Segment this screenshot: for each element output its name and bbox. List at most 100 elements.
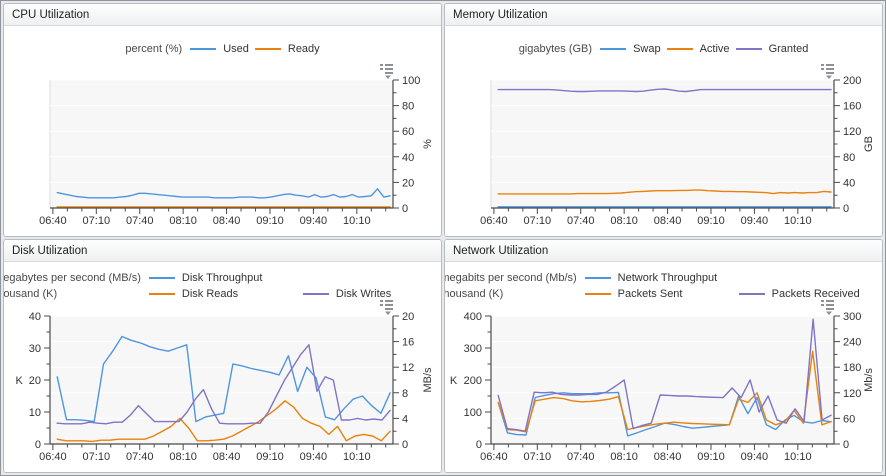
- svg-text:100: 100: [402, 75, 420, 87]
- svg-text:20: 20: [402, 177, 414, 189]
- svg-text:07:40: 07:40: [126, 451, 154, 463]
- series-line-disk-reads: [56, 400, 391, 443]
- svg-text:0: 0: [402, 439, 408, 451]
- svg-text:8: 8: [402, 388, 408, 400]
- left-axis-title: K: [15, 375, 23, 387]
- svg-text:100: 100: [464, 407, 482, 419]
- panel-header: CPU Utilization: [4, 4, 441, 26]
- right-axis: 0 40 80 120 160 200 GB: [833, 75, 875, 215]
- svg-text:07:40: 07:40: [567, 451, 595, 463]
- svg-text:08:10: 08:10: [610, 215, 638, 227]
- panel-header: Memory Utilization: [445, 4, 882, 26]
- svg-text:07:10: 07:10: [524, 215, 552, 227]
- panel-header: Disk Utilization: [4, 240, 441, 262]
- right-axis-title: GB: [863, 136, 875, 152]
- right-axis: 0 4 8 12 16 20 MB/s: [392, 311, 434, 451]
- svg-text:80: 80: [843, 152, 855, 164]
- svg-text:200: 200: [843, 75, 861, 87]
- svg-text:10:10: 10:10: [784, 215, 812, 227]
- svg-text:10:10: 10:10: [343, 451, 371, 463]
- panel-title: Memory Utilization: [453, 8, 548, 21]
- right-axis: 0 60 120 180 240 300 Mb/s: [833, 311, 875, 451]
- svg-text:40: 40: [402, 152, 414, 164]
- svg-text:0: 0: [843, 203, 849, 215]
- right-axis: 0 20 40 60 80 100%: [392, 75, 434, 215]
- svg-text:09:40: 09:40: [741, 451, 769, 463]
- svg-text:400: 400: [464, 311, 482, 323]
- svg-text:10:10: 10:10: [784, 451, 812, 463]
- svg-text:80: 80: [402, 101, 414, 113]
- network-chart-area: 06:40 07:10 07:40 08:10 08:40 09:10 09:40 10:10…: [445, 262, 882, 472]
- memory-chart-area: 06:40 07:10 07:40 08:10 08:40 09:10 09:40 10:10…: [445, 26, 882, 236]
- chart-options-menu-icon[interactable]: [379, 63, 394, 80]
- x-axis: 06:40 07:10 07:40 08:10 08:40 09:10 09:40 10:10: [39, 207, 393, 227]
- svg-text:120: 120: [843, 388, 861, 400]
- panel-cpu-utilization: CPU Utilization 06:40 07:10 07:40 08:10 08:4…: [3, 3, 442, 237]
- panel-title: Disk Utilization: [12, 244, 88, 257]
- series-line-packets-sent: [497, 350, 832, 433]
- svg-text:0: 0: [402, 203, 408, 215]
- svg-text:09:10: 09:10: [697, 451, 725, 463]
- svg-text:06:40: 06:40: [39, 451, 67, 463]
- svg-text:40: 40: [843, 177, 855, 189]
- svg-text:08:40: 08:40: [654, 451, 682, 463]
- svg-text:160: 160: [843, 101, 861, 113]
- svg-text:180: 180: [843, 362, 861, 374]
- svg-text:10: 10: [29, 407, 41, 419]
- panel-network-utilization: Network Utilization 06:40 07:10 07:40 08:10…: [444, 239, 883, 473]
- svg-text:08:10: 08:10: [610, 451, 638, 463]
- chart-plot: 06:40 07:10 07:40 08:10 08:40 09:10 09:40 10:10…: [39, 75, 434, 227]
- cpu-chart-area: 06:40 07:10 07:40 08:10 08:40 09:10 09:40 10:10…: [4, 26, 441, 236]
- svg-text:10:10: 10:10: [343, 215, 371, 227]
- panel-disk-utilization: Disk Utilization 06:40 07:10 07:40 08:10 08:…: [3, 239, 442, 473]
- x-axis: 06:40 07:10 07:40 08:10 08:40 09:10 09:40 10:10: [39, 443, 393, 463]
- svg-text:09:40: 09:40: [741, 215, 769, 227]
- panel-header: Network Utilization: [445, 240, 882, 262]
- svg-text:06:40: 06:40: [39, 215, 67, 227]
- panel-memory-utilization: Memory Utilization 06:40 07:10 07:40 08:10 0…: [444, 3, 883, 237]
- chart-plot: 06:40 07:10 07:40 08:10 08:40 09:10 09:40 10:10…: [480, 75, 875, 227]
- svg-text:16: 16: [402, 337, 414, 349]
- svg-text:4: 4: [402, 413, 408, 425]
- chart-options-menu-icon[interactable]: [820, 299, 835, 316]
- series-line-granted: [497, 88, 832, 93]
- svg-text:300: 300: [464, 343, 482, 355]
- svg-text:09:40: 09:40: [300, 451, 328, 463]
- chart-plot: 06:40 07:10 07:40 08:10 08:40 09:10 09:40 10:10…: [15, 311, 434, 463]
- svg-text:60: 60: [843, 413, 855, 425]
- svg-text:0: 0: [35, 439, 41, 451]
- svg-text:240: 240: [843, 337, 861, 349]
- series-line-disk-writes: [56, 344, 391, 425]
- svg-text:200: 200: [464, 375, 482, 387]
- gridlines: [50, 79, 393, 183]
- chart-options-menu-icon[interactable]: [820, 63, 835, 80]
- svg-text:0: 0: [843, 439, 849, 451]
- series-line-disk-throughput: [56, 335, 391, 423]
- svg-text:60: 60: [402, 126, 414, 138]
- svg-text:08:10: 08:10: [169, 451, 197, 463]
- disk-chart-area: 06:40 07:10 07:40 08:10 08:40 09:10 09:40 10:10…: [4, 262, 441, 472]
- svg-text:40: 40: [29, 311, 41, 323]
- svg-text:07:10: 07:10: [524, 451, 552, 463]
- svg-text:07:40: 07:40: [567, 215, 595, 227]
- chart-options-menu-icon[interactable]: [379, 299, 394, 316]
- svg-text:120: 120: [843, 126, 861, 138]
- svg-text:07:10: 07:10: [83, 451, 111, 463]
- x-axis: 06:40 07:10 07:40 08:10 08:40 09:10 09:40 10:10: [480, 443, 834, 463]
- svg-text:20: 20: [29, 375, 41, 387]
- svg-text:08:40: 08:40: [654, 215, 682, 227]
- svg-text:08:40: 08:40: [213, 451, 241, 463]
- svg-text:09:10: 09:10: [256, 215, 284, 227]
- svg-text:09:40: 09:40: [300, 215, 328, 227]
- svg-text:08:10: 08:10: [169, 215, 197, 227]
- series-line-packets-received: [497, 318, 832, 432]
- svg-text:30: 30: [29, 343, 41, 355]
- left-axis: 0 10 20 K 30 40: [15, 311, 51, 451]
- right-axis-title: Mb/s: [863, 368, 875, 392]
- panel-title: Network Utilization: [453, 244, 549, 257]
- svg-text:06:40: 06:40: [480, 215, 508, 227]
- chart-plot: 06:40 07:10 07:40 08:10 08:40 09:10 09:40 10:10…: [450, 311, 875, 463]
- right-axis-title: %: [422, 139, 434, 149]
- svg-text:12: 12: [402, 362, 414, 374]
